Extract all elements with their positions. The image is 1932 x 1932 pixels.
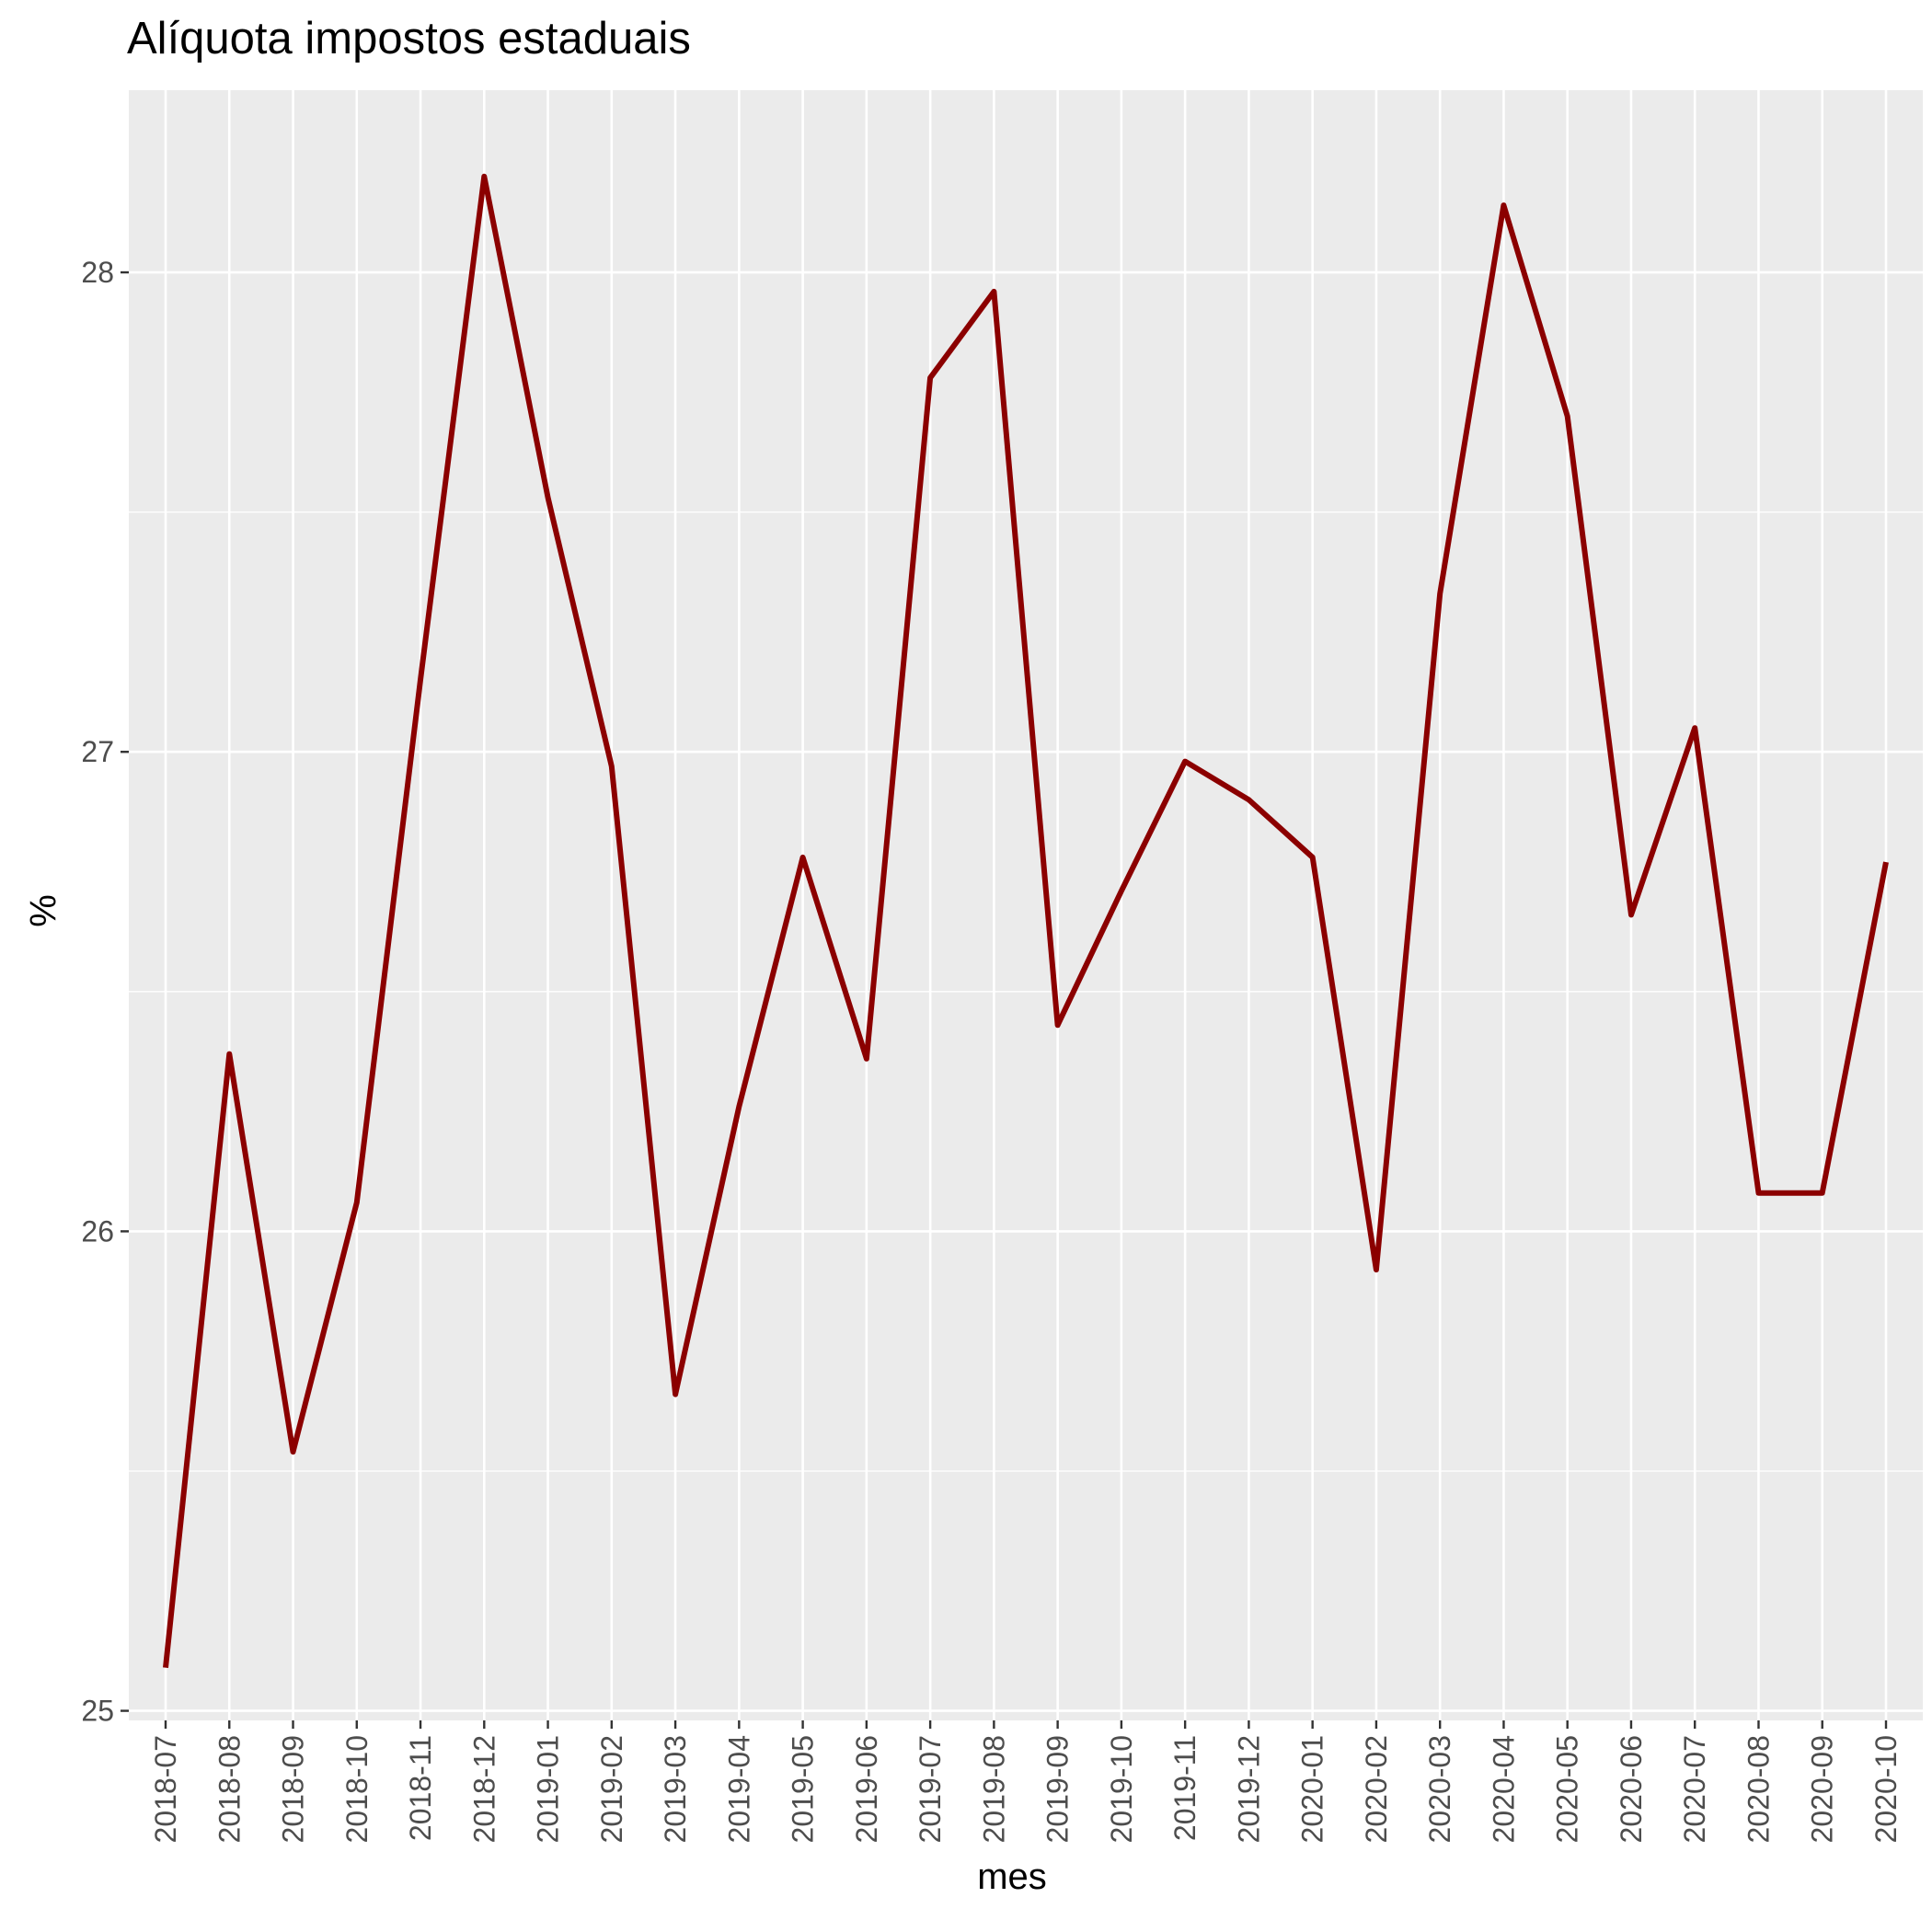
x-tick-label: 2019-10 — [1105, 1735, 1138, 1843]
x-tick-label: 2019-02 — [595, 1735, 628, 1843]
x-tick-label: 2018-09 — [277, 1735, 310, 1843]
x-tick-label: 2020-08 — [1742, 1735, 1775, 1843]
x-tick-label: 2018-08 — [213, 1735, 246, 1843]
y-tick-label: 26 — [81, 1214, 114, 1248]
x-tick-label: 2020-03 — [1423, 1735, 1456, 1843]
series-line — [163, 173, 1889, 1669]
series-layer — [163, 173, 1889, 1669]
x-tick-label: 2018-11 — [404, 1735, 437, 1841]
x-tick-label: 2018-12 — [467, 1735, 500, 1843]
y-tick-label: 28 — [81, 256, 114, 289]
x-tick-label: 2018-07 — [149, 1735, 182, 1843]
x-tick-label: 2020-06 — [1615, 1735, 1648, 1843]
chart-title: Alíquota impostos estaduais — [127, 14, 691, 63]
x-tick-label: 2019-01 — [532, 1735, 565, 1843]
x-tick-label: 2019-03 — [659, 1735, 692, 1843]
y-axis: 25 26 27 28 — [81, 256, 129, 1728]
x-tick-label: 2019-08 — [977, 1735, 1010, 1843]
x-tick-label: 2020-09 — [1806, 1735, 1839, 1843]
y-axis-title: % — [23, 894, 64, 927]
x-axis-title: mes — [977, 1857, 1047, 1897]
x-tick-label: 2020-04 — [1487, 1735, 1520, 1843]
y-tick-label: 25 — [81, 1695, 114, 1728]
x-tick-label: 2019-11 — [1168, 1735, 1202, 1841]
x-tick-label: 2020-10 — [1869, 1735, 1903, 1843]
x-tick-label: 2019-04 — [722, 1735, 755, 1843]
x-tick-label: 2020-02 — [1360, 1735, 1393, 1843]
x-tick-label: 2018-10 — [340, 1735, 374, 1843]
major-gridlines — [129, 90, 1923, 1720]
x-tick-label: 2019-07 — [914, 1735, 947, 1843]
x-tick-label: 2020-07 — [1678, 1735, 1711, 1843]
x-tick-label: 2020-05 — [1551, 1735, 1584, 1843]
minor-gridlines — [129, 511, 1923, 1472]
plot-panel — [129, 90, 1923, 1720]
x-axis: 2018-07 2018-08 2018-09 2018-10 2018-11 2018-… — [149, 1720, 1903, 1843]
y-tick-label: 27 — [81, 735, 114, 768]
x-tick-label: 2019-12 — [1232, 1735, 1265, 1843]
x-tick-label: 2019-09 — [1041, 1735, 1075, 1843]
x-tick-label: 2019-06 — [850, 1735, 883, 1843]
x-tick-label: 2020-01 — [1296, 1735, 1329, 1843]
x-tick-label: 2019-05 — [787, 1735, 820, 1843]
